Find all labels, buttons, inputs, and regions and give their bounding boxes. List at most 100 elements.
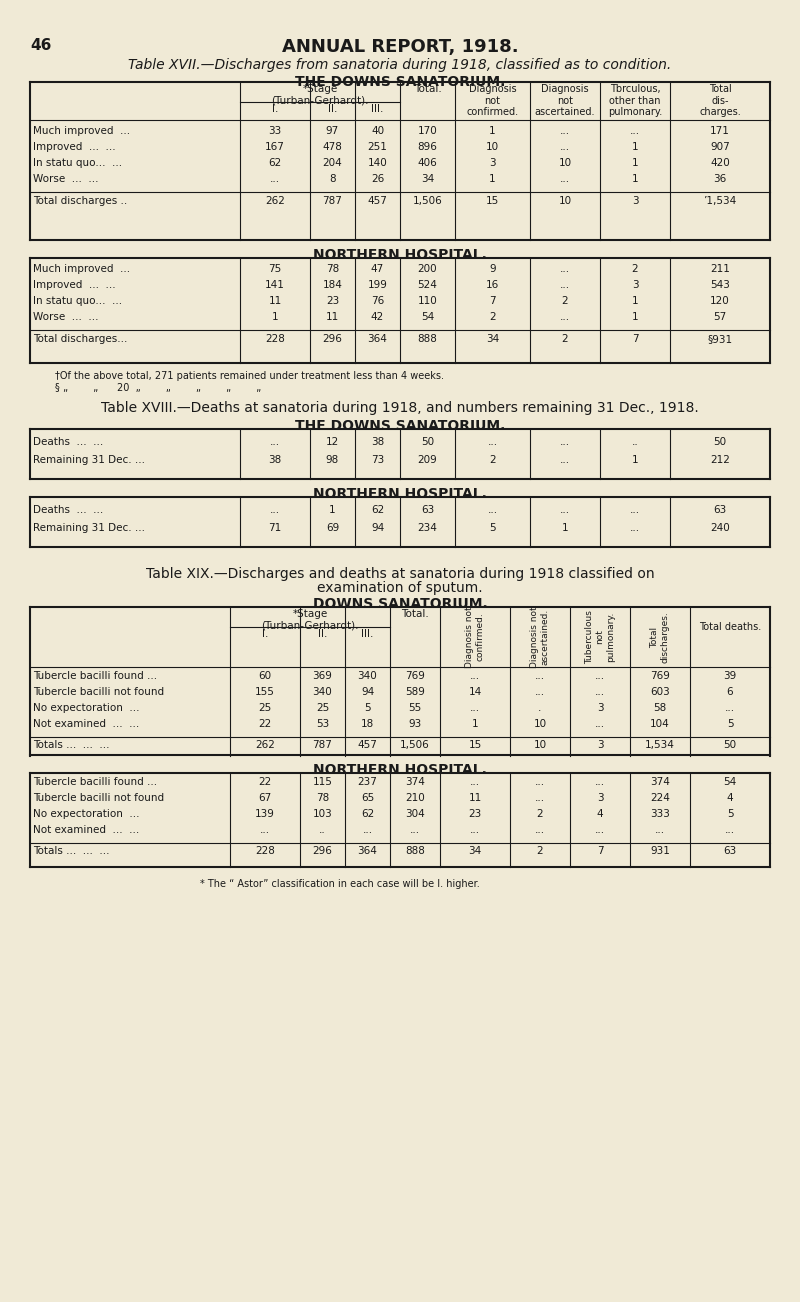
Text: 3: 3 [489, 158, 496, 168]
Text: ...: ... [487, 437, 498, 447]
Text: III.: III. [362, 629, 374, 639]
Text: 42: 42 [371, 312, 384, 322]
Text: 4: 4 [726, 793, 734, 803]
Text: 212: 212 [710, 454, 730, 465]
Text: 50: 50 [723, 740, 737, 750]
Text: 2: 2 [537, 846, 543, 855]
Text: 78: 78 [316, 793, 329, 803]
Text: 5: 5 [726, 809, 734, 819]
Text: 78: 78 [326, 264, 339, 273]
Text: ...: ... [470, 671, 480, 681]
Text: Totals ...  ...  ...: Totals ... ... ... [33, 846, 110, 855]
Text: 38: 38 [268, 454, 282, 465]
Text: Total
discharges.: Total discharges. [650, 611, 670, 663]
Text: 62: 62 [371, 505, 384, 516]
Text: 420: 420 [710, 158, 730, 168]
Text: 787: 787 [322, 197, 342, 206]
Text: 55: 55 [408, 703, 422, 713]
Text: 7: 7 [597, 846, 603, 855]
Text: ...: ... [560, 312, 570, 322]
Text: Worse  ...  ...: Worse ... ... [33, 312, 98, 322]
Text: 1: 1 [489, 126, 496, 135]
Text: examination of sputum.: examination of sputum. [317, 581, 483, 595]
Text: ...: ... [595, 777, 605, 786]
Text: 25: 25 [258, 703, 272, 713]
Text: 23: 23 [326, 296, 339, 306]
Text: 1: 1 [272, 312, 278, 322]
Text: 3: 3 [597, 793, 603, 803]
Text: 120: 120 [710, 296, 730, 306]
Text: 184: 184 [322, 280, 342, 290]
Text: 603: 603 [650, 687, 670, 697]
Text: 589: 589 [405, 687, 425, 697]
Text: ...: ... [270, 174, 280, 184]
Text: In statu quo...  ...: In statu quo... ... [33, 296, 122, 306]
Text: 170: 170 [418, 126, 438, 135]
Text: Diagnosis not
confirmed.: Diagnosis not confirmed. [466, 607, 485, 668]
Text: 53: 53 [316, 719, 329, 729]
Text: ...: ... [725, 825, 735, 835]
Text: 304: 304 [405, 809, 425, 819]
Text: THE DOWNS SANATORIUM.: THE DOWNS SANATORIUM. [295, 76, 505, 89]
Text: ’1,534: ’1,534 [703, 197, 737, 206]
Text: 104: 104 [650, 719, 670, 729]
Text: 98: 98 [326, 454, 339, 465]
Text: 11: 11 [268, 296, 282, 306]
Text: Much improved  ...: Much improved ... [33, 126, 130, 135]
Text: 1,506: 1,506 [400, 740, 430, 750]
Text: NORTHERN HOSPITAL.: NORTHERN HOSPITAL. [313, 487, 487, 501]
Text: 141: 141 [265, 280, 285, 290]
Text: 155: 155 [255, 687, 275, 697]
Text: 3: 3 [597, 703, 603, 713]
Text: 171: 171 [710, 126, 730, 135]
Text: Deaths  ...  ...: Deaths ... ... [33, 505, 103, 516]
Text: Totals ...  ...  ...: Totals ... ... ... [33, 740, 110, 750]
Text: NORTHERN HOSPITAL.: NORTHERN HOSPITAL. [313, 763, 487, 777]
Text: 237: 237 [358, 777, 378, 786]
Text: 167: 167 [265, 142, 285, 152]
Text: Total.: Total. [401, 609, 429, 618]
Text: Tbrculous,
other than
pulmonary.: Tbrculous, other than pulmonary. [608, 85, 662, 117]
Text: 115: 115 [313, 777, 333, 786]
Text: .: . [538, 703, 542, 713]
Text: 5: 5 [726, 719, 734, 729]
Text: Total discharges...: Total discharges... [33, 335, 127, 344]
Text: 374: 374 [650, 777, 670, 786]
Text: Deaths  ...  ...: Deaths ... ... [33, 437, 103, 447]
Text: 8: 8 [329, 174, 336, 184]
Text: * The “ Astor” classification in each case will be I. higher.: * The “ Astor” classification in each ca… [200, 879, 480, 889]
Text: 139: 139 [255, 809, 275, 819]
Text: 1: 1 [472, 719, 478, 729]
Text: ...: ... [470, 703, 480, 713]
Text: 7: 7 [632, 335, 638, 344]
Text: 888: 888 [405, 846, 425, 855]
Text: ...: ... [595, 825, 605, 835]
Text: ...: ... [535, 687, 545, 697]
Text: 9: 9 [489, 264, 496, 273]
Text: 40: 40 [371, 126, 384, 135]
Text: 224: 224 [650, 793, 670, 803]
Text: ..: .. [319, 825, 326, 835]
Text: Table XIX.—Discharges and deaths at sanatoria during 1918 classified on: Table XIX.—Discharges and deaths at sana… [146, 566, 654, 581]
Text: 3: 3 [632, 280, 638, 290]
Text: 769: 769 [405, 671, 425, 681]
Text: 22: 22 [258, 719, 272, 729]
Text: ...: ... [260, 825, 270, 835]
Text: 931: 931 [650, 846, 670, 855]
Text: I.: I. [262, 629, 268, 639]
Text: NORTHERN HOSPITAL.: NORTHERN HOSPITAL. [313, 247, 487, 262]
Text: ...: ... [630, 505, 640, 516]
Text: ...: ... [560, 142, 570, 152]
Text: Improved  ...  ...: Improved ... ... [33, 142, 116, 152]
Text: 10: 10 [558, 158, 571, 168]
Text: 11: 11 [326, 312, 339, 322]
Text: 457: 457 [358, 740, 378, 750]
Text: 374: 374 [405, 777, 425, 786]
Text: 75: 75 [268, 264, 282, 273]
Text: Total.: Total. [414, 85, 442, 94]
Text: 369: 369 [313, 671, 333, 681]
Text: 63: 63 [723, 846, 737, 855]
Text: 2: 2 [537, 809, 543, 819]
Text: 10: 10 [534, 740, 546, 750]
Text: 787: 787 [313, 740, 333, 750]
